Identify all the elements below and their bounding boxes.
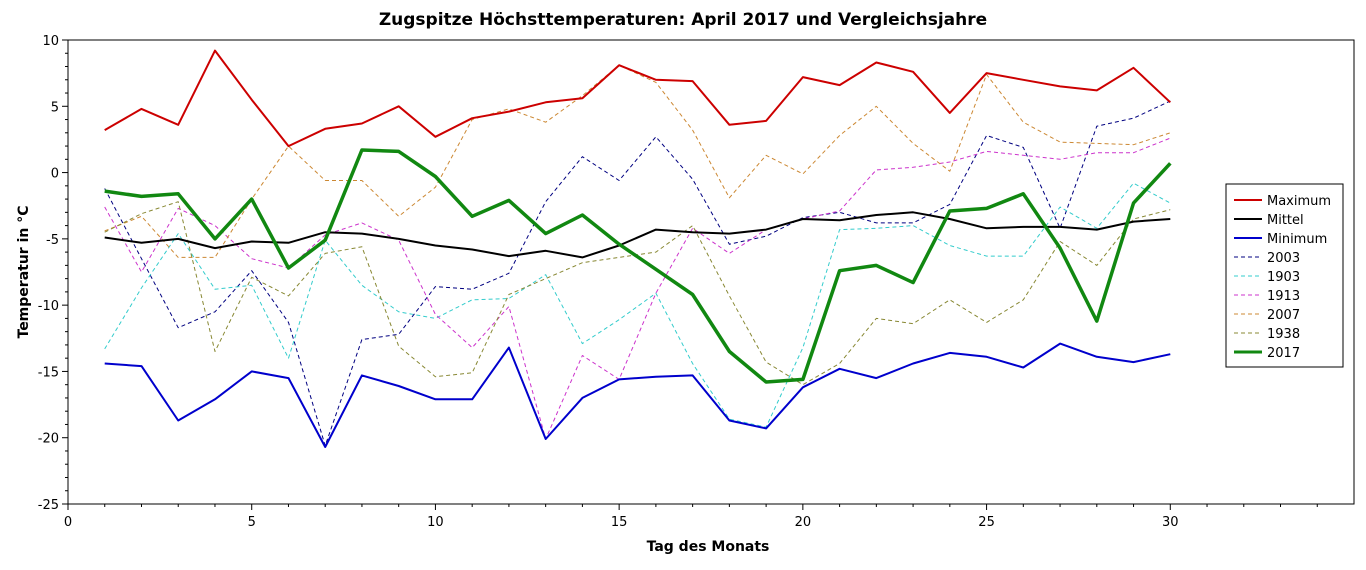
legend-items: Maximum Mittel Minimum 2003 1903 1913 2007 1938…: [1234, 194, 1331, 361]
x-tick-label: 5: [248, 515, 256, 530]
chart-title: Zugspitze Höchsttemperaturen: April 2017…: [379, 10, 987, 30]
legend-label-minimum: Minimum: [1267, 232, 1327, 247]
plot-area: [67, 39, 1355, 505]
x-tick-label: 15: [611, 515, 628, 530]
y-tick-label: -5: [46, 233, 59, 248]
y-tick-label: -20: [38, 432, 59, 447]
series-line-2017: [104, 148, 1172, 384]
y-tick-label: -10: [38, 299, 59, 314]
legend-label-maximum: Maximum: [1267, 194, 1331, 209]
legend-label-2007: 2007: [1267, 308, 1300, 323]
y-tick-label: 0: [51, 167, 59, 182]
series-line-2007: [104, 64, 1171, 258]
series-line-2003: [104, 100, 1171, 447]
series-line-minimum: [104, 342, 1171, 448]
x-tick-label: 20: [795, 515, 812, 530]
y-tick-label: -25: [38, 498, 59, 513]
x-tick-label: 25: [978, 515, 995, 530]
legend-label-2003: 2003: [1267, 251, 1300, 266]
y-tick-label: -15: [38, 365, 59, 380]
y-axis-label: Temperatur in °C: [16, 206, 32, 339]
x-axis-label: Tag des Monats: [647, 539, 770, 555]
legend-label-mittel: Mittel: [1267, 213, 1304, 228]
x-tick-label: 30: [1162, 515, 1179, 530]
series-line-maximum: [104, 49, 1171, 148]
series-line-1913: [104, 137, 1171, 440]
x-tick-label: 10: [427, 515, 444, 530]
series-line-mittel: [104, 211, 1171, 259]
legend-label-1913: 1913: [1267, 289, 1300, 304]
axis-ticks: 0 5 10 15 20 25 30 10 5 0 -5 -10 -15 -20 -25: [38, 34, 1318, 530]
legend-label-2017: 2017: [1267, 346, 1300, 361]
legend-label-1938: 1938: [1267, 327, 1300, 342]
legend: Maximum Mittel Minimum 2003 1903 1913 2007 1938…: [1225, 183, 1344, 368]
y-tick-label: 10: [42, 34, 59, 49]
legend-box: [1225, 183, 1344, 368]
series-layer: [104, 49, 1172, 448]
legend-label-1903: 1903: [1267, 270, 1300, 285]
x-tick-label: 0: [64, 515, 72, 530]
y-tick-label: 5: [51, 100, 59, 115]
series-line-1903: [104, 182, 1171, 428]
